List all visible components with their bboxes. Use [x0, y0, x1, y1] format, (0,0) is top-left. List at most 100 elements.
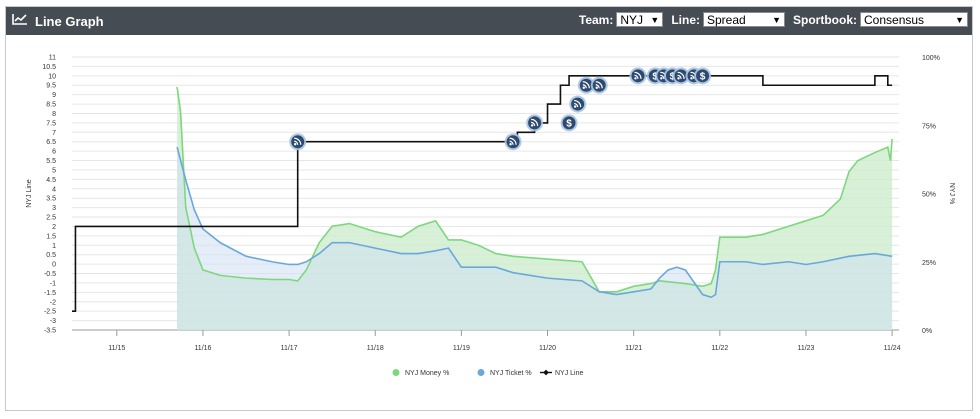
y-tick-label: 10.5: [42, 64, 56, 71]
y-tick-label: 7: [52, 130, 56, 137]
rss-arc: [530, 121, 536, 127]
ticket-series-line: [176, 146, 893, 299]
x-tick-label: 11/19: [453, 345, 470, 352]
y-tick-label: -1: [50, 280, 56, 287]
dollar-glyph: $: [700, 71, 706, 82]
y-tick-label: -1.5: [44, 290, 56, 297]
y2-tick-label: 25%: [922, 260, 936, 267]
rss-icon: [528, 116, 542, 130]
y-tick-label: -3: [50, 318, 56, 325]
x-tick-label: 11/24: [884, 345, 901, 352]
rss-dot: [530, 124, 534, 127]
y2-tick-label: 50%: [922, 192, 936, 199]
rss-icon: [631, 69, 645, 83]
sportsbook-select[interactable]: Consensus ▼: [860, 12, 968, 27]
sportsbook-label: Sportbook:: [793, 12, 857, 27]
rss-arc: [690, 74, 695, 79]
line-select-value: Spread: [707, 13, 746, 27]
rss-dot: [634, 77, 637, 80]
rss-icon: [506, 135, 520, 149]
sportsbook-select-value: Consensus: [864, 13, 925, 27]
line-label: Line:: [671, 12, 700, 27]
y-tick-label: 5.5: [46, 158, 56, 165]
y-tick-label: 1.5: [46, 233, 56, 240]
rss-arc: [595, 84, 600, 89]
rss-arc: [677, 74, 682, 79]
y2-tick-label: 100%: [922, 55, 940, 62]
x-tick-label: 11/21: [625, 345, 642, 352]
x-tick-label: 11/15: [108, 345, 125, 352]
panel-header: Line Graph Team: NYJ ▼ Line: Spread ▼ Sp…: [6, 7, 972, 35]
y-tick-label: 9: [52, 92, 56, 99]
y-tick-label: 2.5: [46, 215, 56, 222]
rss-arc: [634, 74, 639, 79]
rss-arc: [294, 140, 299, 145]
x-tick-label: 11/16: [194, 345, 211, 352]
line-chart-icon: [12, 12, 28, 30]
rss-dot: [294, 143, 297, 146]
y-tick-label: 3.5: [46, 196, 56, 203]
rss-arc: [634, 71, 642, 79]
y-tick-label: 11: [49, 55, 56, 62]
rss-dot: [582, 86, 585, 89]
ticket-area: [177, 147, 893, 330]
dollar-icon: [562, 116, 576, 130]
rss-dot: [573, 105, 577, 108]
y-tick-label: -3.5: [44, 328, 56, 335]
legend-label: NYJ Line: [555, 370, 584, 377]
y-tick-label: -0.5: [44, 271, 56, 278]
team-select[interactable]: NYJ ▼: [616, 12, 664, 27]
chevron-down-icon: ▼: [772, 15, 781, 25]
rss-arc: [574, 102, 579, 108]
y-tick-label: 2: [52, 224, 56, 231]
chart-panel: Line Graph Team: NYJ ▼ Line: Spread ▼ Sp…: [5, 6, 973, 411]
y-tick-label: 6.5: [46, 139, 56, 146]
x-tick-label: 11/23: [797, 345, 814, 352]
rss-arc: [509, 140, 514, 145]
chevron-down-icon: ▼: [650, 15, 660, 25]
rss-arc: [531, 118, 539, 126]
filter-controls: Team: NYJ ▼ Line: Spread ▼ Sportbook: Co…: [571, 12, 968, 27]
legend-marker: [477, 369, 485, 376]
y-tick-label: 4.5: [46, 177, 56, 184]
y-tick-label: 8.5: [46, 102, 56, 109]
y-tick-label: 0.5: [46, 252, 56, 259]
rss-dot: [509, 143, 512, 146]
y-tick-label: 8: [52, 111, 56, 118]
legend-label: NYJ Money %: [405, 370, 449, 377]
rss-arc: [509, 137, 517, 145]
x-tick-label: 11/22: [711, 345, 728, 352]
rss-dot: [677, 77, 680, 80]
rss-arc: [582, 81, 590, 89]
rss-arc: [582, 84, 587, 89]
y2-tick-label: 75%: [922, 123, 936, 130]
chevron-down-icon: ▼: [955, 15, 964, 25]
legend-marker: [392, 369, 400, 376]
y-tick-label: 1: [52, 243, 56, 250]
x-tick-label: 11/18: [367, 345, 384, 352]
dollar-glyph: $: [566, 118, 572, 129]
line-select[interactable]: Spread ▼: [703, 12, 785, 27]
y-tick-label: 5: [52, 167, 56, 174]
legend-diamond: [543, 369, 549, 376]
rss-dot: [690, 77, 693, 80]
y-tick-label: 3: [52, 205, 56, 212]
team-label: Team:: [578, 12, 614, 27]
rss-arc: [595, 81, 603, 89]
line-graph: 1110.5109.598.587.576.565.554.543.532.52…: [26, 55, 955, 378]
y-tick-label: -2: [50, 299, 56, 306]
y-tick-label: -2.5: [44, 309, 56, 316]
x-tick-label: 11/20: [539, 345, 556, 352]
y-tick-label: 9.5: [46, 83, 56, 90]
y-tick-label: 4: [52, 186, 56, 193]
rss-arc: [660, 74, 665, 79]
y-tick-label: 6: [52, 149, 56, 156]
y2-tick-label: 0%: [922, 328, 932, 335]
nyj-line-series: [72, 75, 893, 312]
rss-arc: [574, 99, 582, 108]
rss-dot: [660, 77, 663, 80]
y2-axis-title: NYJ %: [948, 183, 955, 204]
money-series-line: [176, 86, 893, 293]
rss-dot: [595, 86, 598, 89]
y-axis-title: NYJ Line: [26, 179, 33, 208]
